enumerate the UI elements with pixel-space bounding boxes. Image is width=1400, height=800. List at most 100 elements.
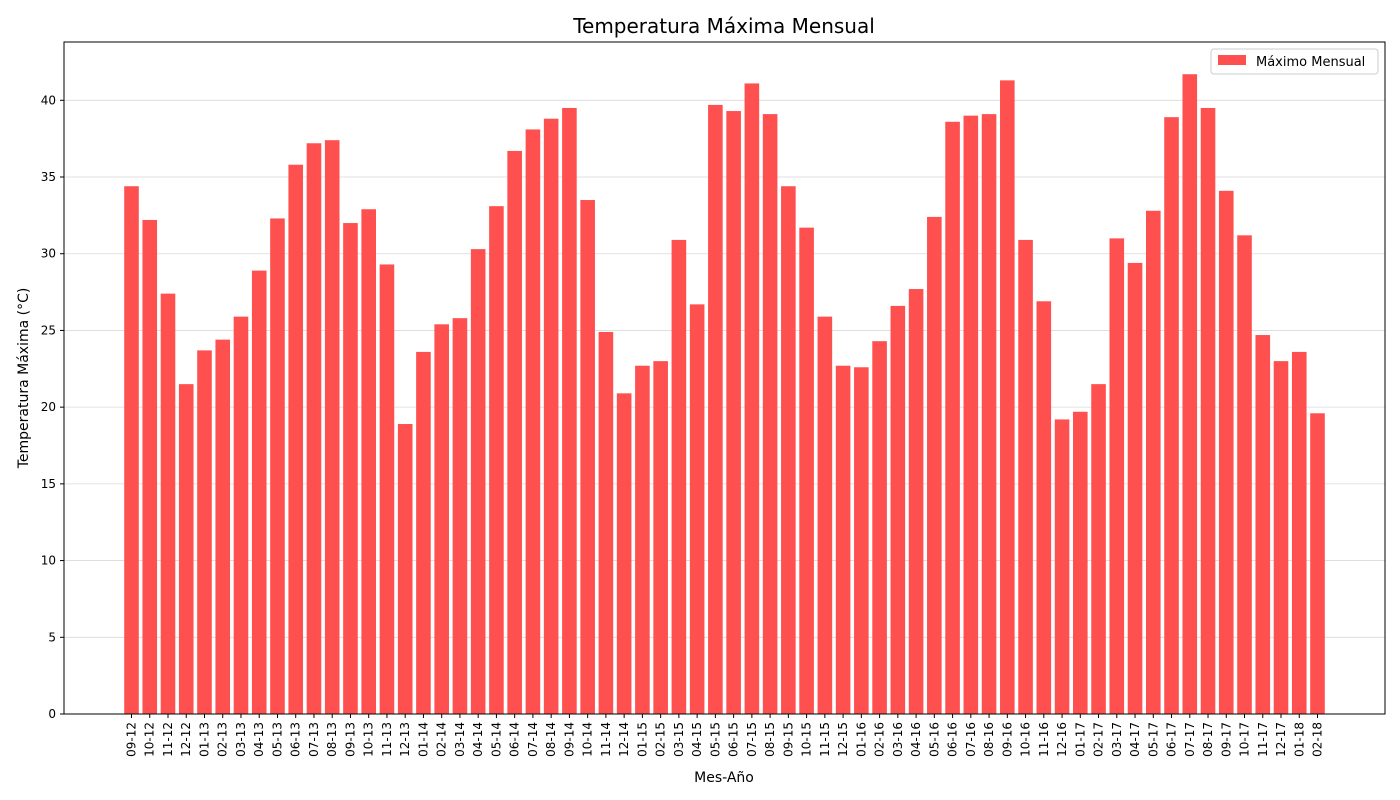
bar-11-13 [379, 264, 395, 714]
y-tick-label: 25 [41, 323, 56, 337]
bar-04-14 [470, 249, 486, 714]
y-tick-label: 0 [48, 707, 56, 721]
x-tick-label: 09-16 [1000, 722, 1014, 757]
bar-05-14 [489, 206, 504, 715]
bar-06-15 [726, 111, 741, 715]
x-tick-label: 02-14 [435, 722, 449, 757]
bar-03-14 [452, 318, 468, 714]
y-tick-label: 15 [41, 477, 56, 491]
x-tick-label: 04-17 [1128, 722, 1142, 757]
x-tick-label: 02-17 [1092, 722, 1106, 757]
bar-09-12 [124, 186, 139, 714]
bar-01-15 [635, 365, 650, 714]
bar-04-13 [251, 270, 267, 714]
bar-06-16 [945, 121, 960, 714]
bar-11-14 [598, 331, 614, 714]
bar-09-15 [781, 186, 796, 714]
bar-02-16 [872, 341, 887, 714]
x-tick-label: 09-17 [1219, 722, 1233, 757]
plot-frame [63, 41, 1386, 715]
bar-05-16 [927, 216, 942, 714]
bar-07-17 [1182, 74, 1198, 714]
bar-08-16 [981, 114, 997, 714]
x-tick-label: 01-16 [854, 722, 868, 757]
x-tick-label: 05-14 [489, 722, 503, 757]
x-tick-label: 08-14 [544, 722, 558, 757]
bar-06-14 [507, 150, 522, 714]
bar-03-13 [233, 316, 249, 714]
bar-01-13 [197, 350, 212, 714]
bar-06-17 [1164, 117, 1179, 714]
x-tick-label: 02-16 [873, 722, 887, 757]
bar-12-16 [1054, 419, 1070, 714]
y-tick-label: 5 [48, 630, 56, 644]
x-tick-label: 01-13 [197, 722, 211, 757]
x-axis-ticks: 09-12 10-12 11-12 12-12 01-13 02-13 03-13 04-13… [125, 714, 1325, 757]
x-tick-label: 05-15 [708, 722, 722, 757]
x-tick-label: 02-15 [654, 722, 668, 757]
x-tick-label: 02-13 [216, 722, 230, 757]
bar-02-17 [1091, 384, 1106, 714]
bar-10-14 [580, 200, 595, 714]
bar-12-15 [835, 365, 851, 714]
y-tick-label: 30 [41, 247, 56, 261]
y-axis-ticks: 0 5 10 15 20 25 30 35 40 [41, 93, 64, 721]
bar-07-15 [744, 83, 760, 714]
bar-11-12 [160, 293, 176, 714]
x-tick-label: 11-12 [161, 722, 175, 757]
x-tick-label: 07-15 [745, 722, 759, 757]
x-tick-label: 12-12 [179, 722, 193, 757]
x-tick-label: 03-15 [672, 722, 686, 757]
x-tick-label: 04-13 [252, 722, 266, 757]
x-tick-label: 11-15 [818, 722, 832, 757]
bar-11-16 [1036, 301, 1052, 714]
x-tick-label: 10-14 [581, 722, 595, 757]
x-tick-label: 11-13 [380, 722, 394, 757]
bar-10-12 [142, 219, 158, 714]
bar-04-16 [908, 289, 924, 714]
x-tick-label: 12-13 [398, 722, 412, 757]
x-tick-label: 05-13 [270, 722, 284, 757]
x-tick-label: 08-17 [1201, 722, 1215, 757]
y-tick-label: 20 [41, 400, 56, 414]
x-tick-label: 03-17 [1110, 722, 1124, 757]
x-tick-label: 12-17 [1274, 722, 1288, 757]
bar-09-14 [562, 107, 577, 715]
x-tick-label: 01-18 [1292, 722, 1306, 757]
bar-07-16 [963, 115, 979, 714]
bar-07-13 [306, 143, 322, 715]
bar-04-17 [1127, 262, 1143, 714]
bar-10-15 [799, 227, 814, 714]
bar-09-13 [343, 223, 358, 715]
legend-swatch [1218, 55, 1246, 65]
x-tick-label: 08-15 [763, 722, 777, 757]
x-tick-label: 07-14 [526, 722, 540, 757]
x-tick-label: 09-13 [343, 722, 357, 757]
x-tick-label: 10-17 [1238, 722, 1252, 757]
bar-12-17 [1273, 361, 1289, 714]
y-tick-label: 10 [41, 554, 56, 568]
bar-02-18 [1310, 413, 1325, 714]
bar-01-16 [854, 367, 869, 714]
x-tick-label: 06-15 [727, 722, 741, 757]
bar-11-15 [817, 316, 833, 714]
x-tick-label: 03-13 [234, 722, 248, 757]
x-tick-label: 04-14 [471, 722, 485, 757]
bar-05-13 [270, 218, 285, 714]
x-tick-label: 01-14 [416, 722, 430, 757]
x-tick-label: 10-13 [362, 722, 376, 757]
x-tick-label: 11-14 [599, 722, 613, 757]
x-tick-label: 07-13 [307, 722, 321, 757]
x-tick-label: 10-12 [143, 722, 157, 757]
bars [124, 74, 1325, 715]
bar-08-15 [762, 114, 778, 714]
bar-11-17 [1255, 335, 1271, 714]
bar-01-18 [1291, 351, 1307, 714]
bar-06-13 [288, 164, 304, 714]
x-tick-label: 12-16 [1055, 722, 1069, 757]
bar-10-13 [361, 209, 376, 714]
x-tick-label: 06-13 [289, 722, 303, 757]
x-tick-label: 02-18 [1311, 722, 1325, 757]
legend-box [1210, 48, 1379, 75]
x-tick-label: 03-16 [891, 722, 905, 757]
